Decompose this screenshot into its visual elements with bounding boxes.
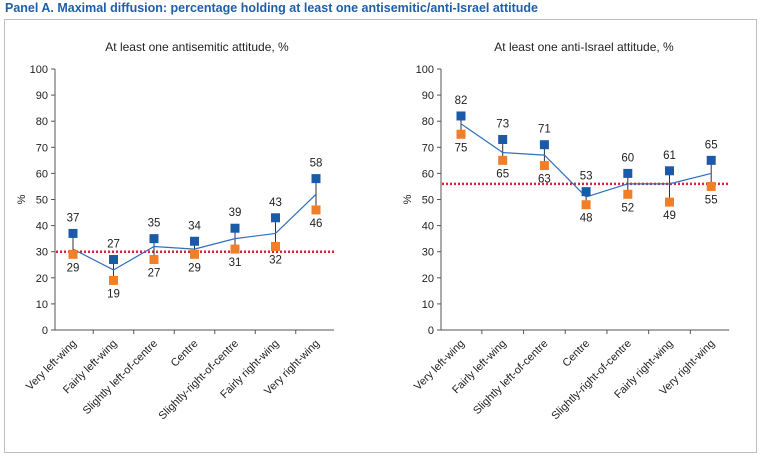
chart-1-lower-point [271, 241, 280, 251]
chart-1-y-tick-label: 70 [36, 142, 48, 154]
chart-1-lower-point [109, 275, 118, 285]
chart-2-lower-label: 49 [663, 210, 676, 222]
chart-1-y-tick-label: 100 [30, 64, 48, 76]
chart-1-x-tick-label: Slightly-right-of-centre [157, 338, 242, 423]
chart-1-upper-label: 43 [269, 197, 282, 209]
chart-2-trend-line [460, 123, 712, 198]
chart-1-lower-label: 19 [107, 288, 120, 300]
chart-2-y-tick-label: 40 [422, 221, 434, 233]
chart-2-lower-label: 65 [496, 168, 509, 180]
chart-2-y-tick-label: 80 [422, 116, 434, 128]
chart-1-x-tick-label: Slightly left-of-centre [81, 338, 160, 417]
chart-2-upper-label: 82 [455, 95, 468, 107]
chart-2-y-tick-label: 50 [422, 195, 434, 207]
chart-1-upper-point [311, 174, 321, 184]
chart-2-y-tick-label: 0 [428, 325, 434, 337]
chart-1-upper-point [149, 234, 159, 244]
chart-1-y-axis-label: % [16, 194, 28, 204]
chart-1-upper-point [230, 223, 240, 233]
chart-1-lower-label: 46 [310, 218, 323, 230]
chart-2-y-tick-label: 100 [416, 64, 434, 76]
chart-1-upper-label: 34 [188, 220, 201, 232]
chart-2-upper-point [623, 168, 633, 178]
chart-1-upper-label: 37 [67, 212, 80, 224]
chart-2-lower-label: 75 [455, 142, 468, 154]
chart-2-lower-label: 52 [621, 202, 634, 214]
chart-2-upper-label: 71 [538, 124, 551, 136]
chart-1-upper-label: 35 [148, 218, 161, 230]
chart-2-upper-point [706, 155, 716, 165]
chart-2-upper-label: 65 [705, 139, 718, 151]
chart-2-upper-point [498, 134, 508, 144]
chart-1-upper-point [271, 213, 280, 223]
chart-1-y-tick-label: 0 [42, 325, 48, 337]
chart-2-lower-label: 48 [580, 213, 593, 225]
chart-2-lower-point [539, 161, 549, 171]
chart-2-lower-point [498, 155, 508, 165]
chart-2-lower-label: 63 [538, 174, 551, 186]
chart-1-y-tick-label: 20 [36, 273, 48, 285]
chart-1-upper-label: 39 [229, 207, 242, 219]
chart-2-lower-label: 55 [705, 194, 718, 206]
chart-2-y-tick-label: 10 [422, 299, 434, 311]
chart-2-y-tick-label: 20 [422, 273, 434, 285]
chart-1-y-tick-label: 60 [36, 168, 48, 180]
chart-1-x-tick-label: Centre [169, 338, 201, 370]
chart-1-upper-point [109, 255, 118, 265]
chart-2-y-tick-label: 90 [422, 90, 434, 102]
chart-1-lower-label: 27 [148, 268, 161, 280]
chart-1-y-tick-label: 90 [36, 90, 48, 102]
chart-2-y-axis-label: % [402, 194, 414, 204]
chart-1-lower-label: 31 [229, 257, 242, 269]
chart-1-lower-point [311, 205, 321, 215]
chart-2-lower-point [706, 181, 716, 191]
chart-1-lower-point [230, 244, 240, 254]
chart-1-upper-point [190, 236, 199, 246]
chart-2-x-tick-label: Centre [560, 338, 592, 370]
chart-2-upper-point [581, 187, 591, 197]
chart-1-y-tick-label: 80 [36, 116, 48, 128]
chart-1-lower-label: 29 [67, 262, 80, 274]
chart-1-trend-line [72, 193, 317, 271]
chart-2-title: At least one anti-Israel attitude, % [494, 40, 674, 54]
chart-2-x-tick-label: Slightly-right-of-centre [549, 338, 634, 423]
chart-2-x-tick-label: Slightly left-of-centre [471, 338, 550, 417]
chart-2-y-tick-label: 70 [422, 142, 434, 154]
chart-1-lower-label: 32 [269, 254, 282, 266]
chart-1-title: At least one antisemitic attitude, % [105, 40, 289, 54]
chart-1-lower-point [190, 249, 199, 259]
chart-1-y-tick-label: 30 [36, 247, 48, 259]
chart-1-y-tick-label: 10 [36, 299, 48, 311]
chart-2-upper-label: 73 [496, 118, 509, 130]
chart-frame [4, 19, 757, 453]
chart-2-lower-point [623, 189, 633, 199]
chart-1-lower-point [68, 249, 78, 259]
chart-2-upper-label: 53 [580, 171, 593, 183]
chart-2-upper-point [665, 166, 674, 176]
chart-2-upper-point [539, 140, 549, 150]
chart-2-upper-point [456, 111, 466, 121]
chart-1-upper-label: 27 [107, 239, 120, 251]
chart-1-y-tick-label: 40 [36, 221, 48, 233]
chart-1-lower-label: 29 [188, 262, 201, 274]
chart-1-lower-point [149, 255, 159, 265]
chart-2-y-tick-label: 60 [422, 168, 434, 180]
chart-2-lower-point [581, 200, 591, 210]
chart-2-lower-point [665, 197, 674, 207]
chart-2-lower-point [456, 129, 466, 139]
chart-2-y-tick-label: 30 [422, 247, 434, 259]
chart-1-y-tick-label: 50 [36, 195, 48, 207]
panel-title: Panel A. Maximal diffusion: percentage h… [5, 1, 538, 15]
chart-1-upper-point [68, 228, 78, 238]
chart-1-upper-label: 58 [310, 158, 323, 170]
chart-2-upper-label: 61 [663, 150, 676, 162]
chart-2-upper-label: 60 [621, 152, 634, 164]
